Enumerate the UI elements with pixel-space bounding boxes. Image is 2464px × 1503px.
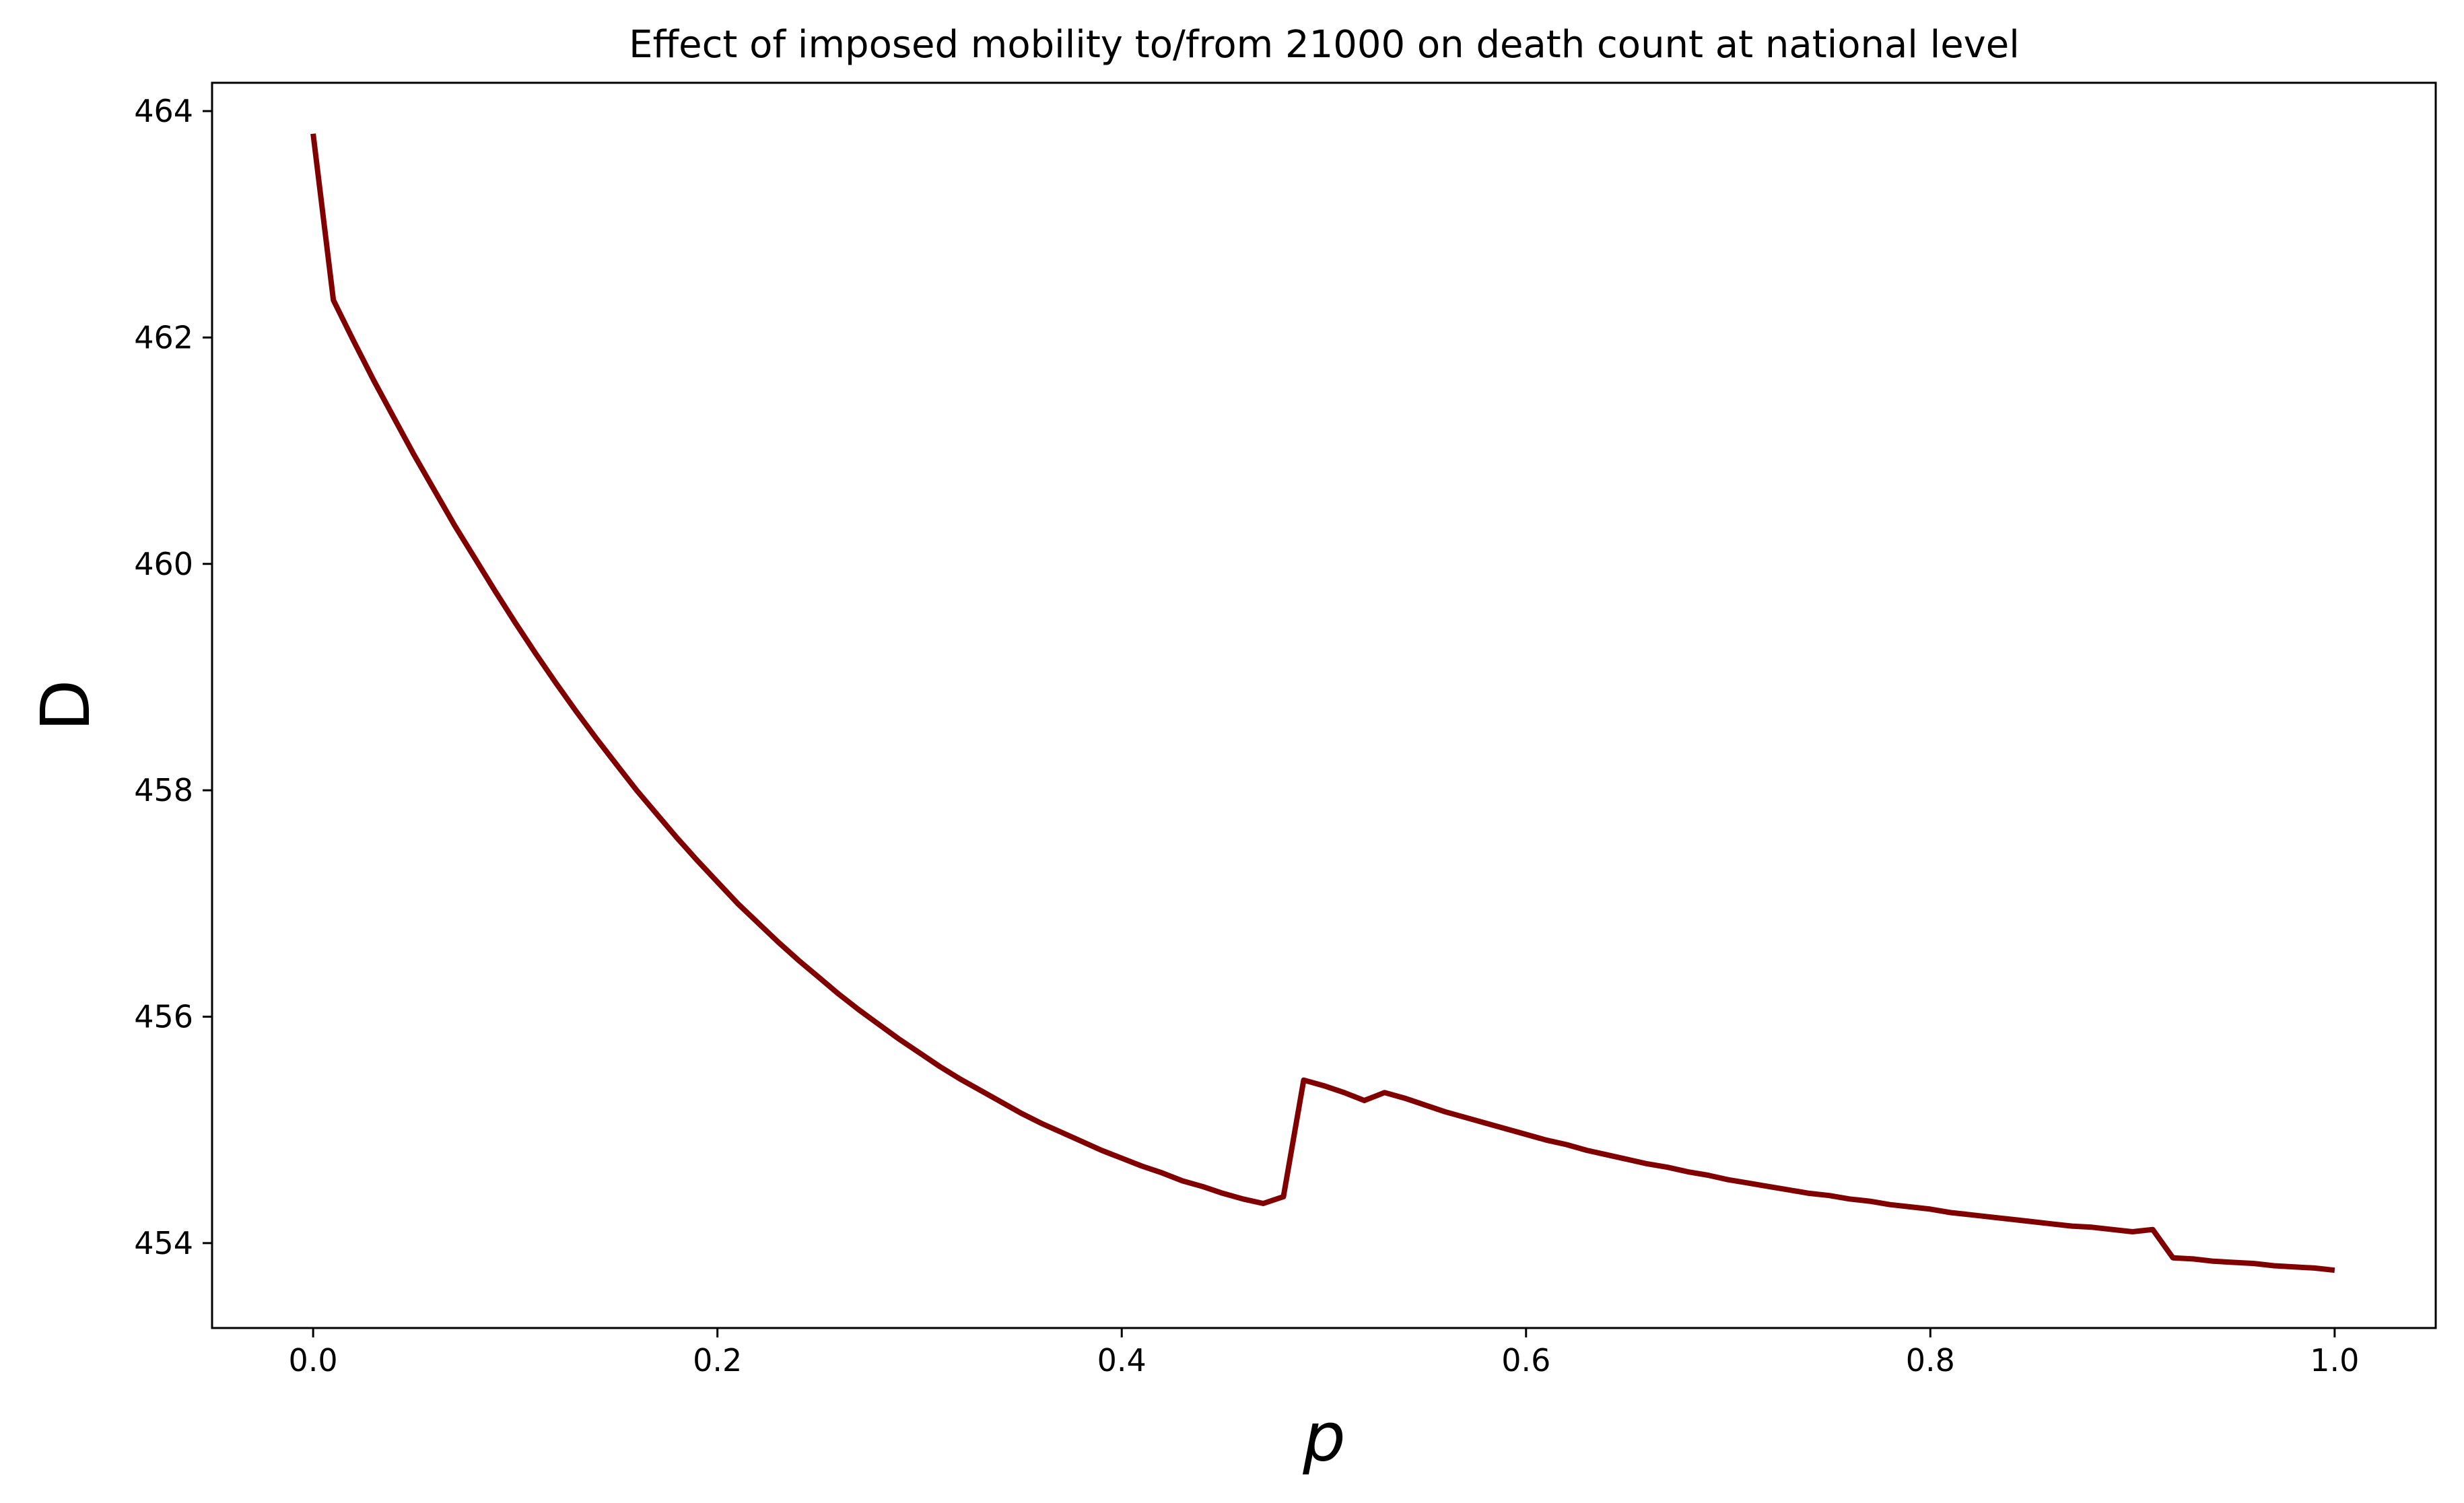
y-axis-label: D — [26, 679, 105, 731]
y-axis-ticks: 454 456 458 460 462 464 — [134, 93, 212, 1261]
x-tick-label: 0.6 — [1501, 1342, 1550, 1378]
x-tick-label: 0.4 — [1097, 1342, 1147, 1378]
y-tick-label: 462 — [134, 319, 193, 355]
x-axis-ticks: 0.0 0.2 0.4 0.6 0.8 1.0 — [289, 1328, 2359, 1378]
axes-frame — [211, 81, 2437, 1329]
y-tick-label: 464 — [134, 93, 193, 129]
y-tick-label: 454 — [134, 1225, 193, 1261]
series-line-0 — [310, 133, 2335, 1273]
plot-area — [310, 133, 2335, 1273]
y-tick-label: 456 — [134, 999, 193, 1035]
x-axis-label: p — [1302, 1398, 1345, 1477]
x-tick-label: 1.0 — [2310, 1342, 2359, 1378]
y-tick-label: 460 — [134, 546, 193, 582]
x-tick-label: 0.8 — [1906, 1342, 1955, 1378]
x-tick-label: 0.0 — [289, 1342, 338, 1378]
chart-title: Effect of imposed mobility to/from 21000… — [629, 23, 2020, 67]
x-tick-label: 0.2 — [693, 1342, 742, 1378]
y-tick-label: 458 — [134, 772, 193, 808]
